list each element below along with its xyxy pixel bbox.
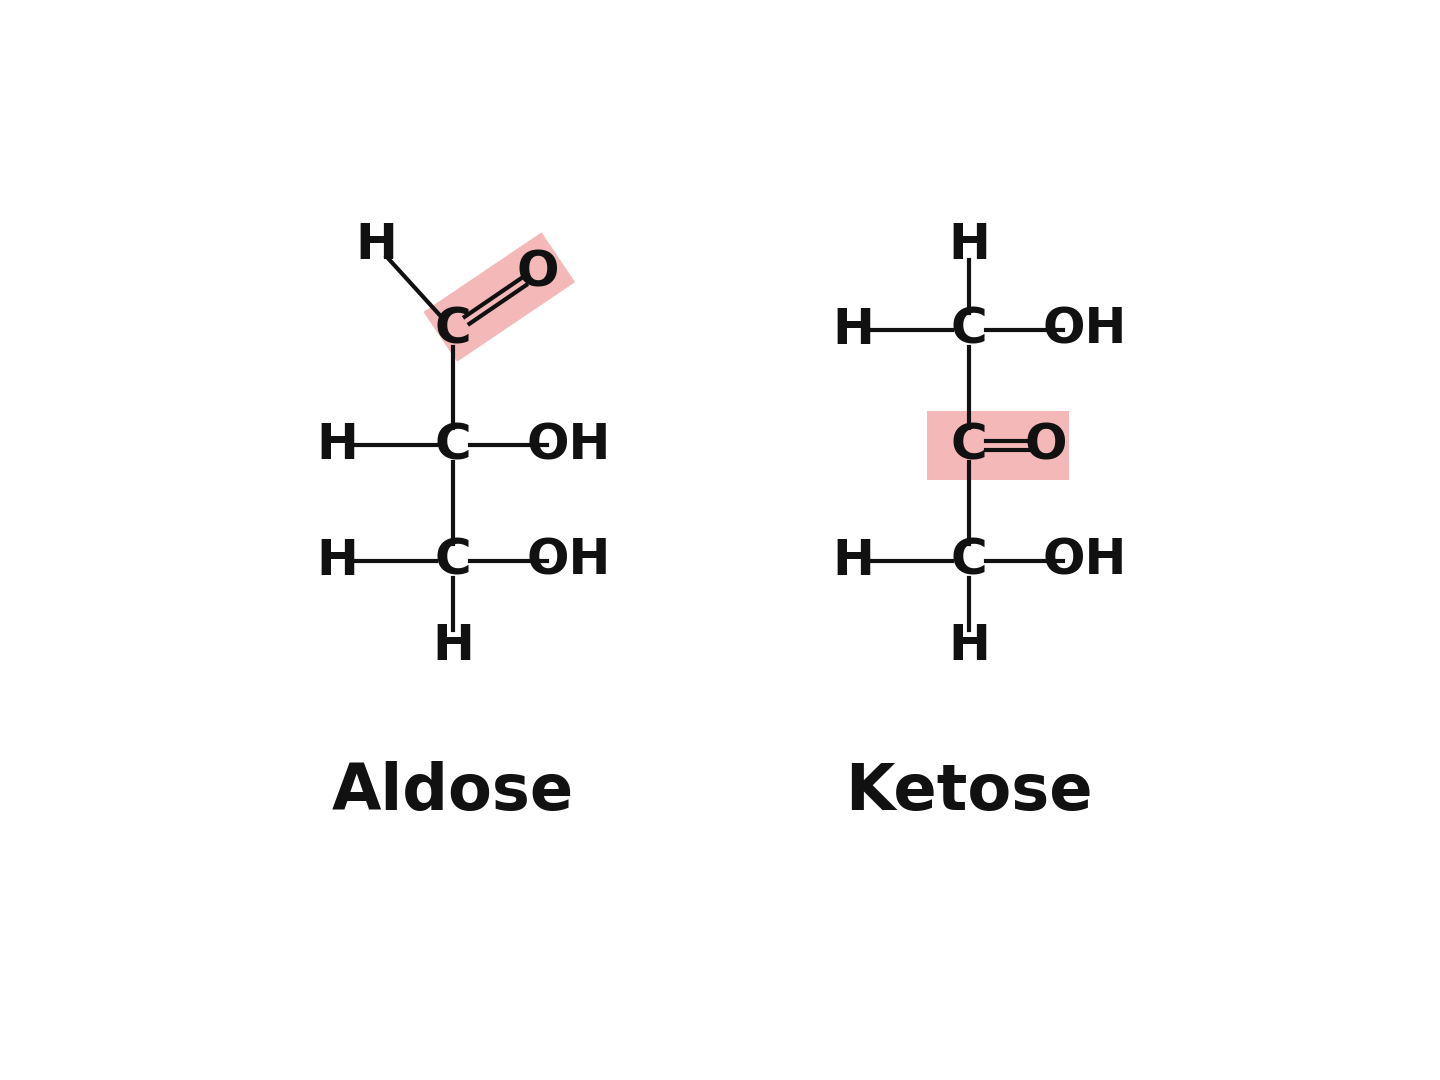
- FancyBboxPatch shape: [927, 410, 1068, 480]
- Text: OH: OH: [527, 537, 611, 584]
- Text: C: C: [950, 306, 988, 354]
- Text: H: H: [832, 306, 874, 354]
- Text: C: C: [435, 421, 471, 470]
- Text: H: H: [356, 221, 397, 269]
- Text: H: H: [832, 537, 874, 584]
- FancyBboxPatch shape: [423, 232, 575, 362]
- Text: H: H: [948, 221, 989, 269]
- Text: H: H: [432, 621, 474, 670]
- Text: C: C: [950, 537, 988, 584]
- Text: H: H: [317, 421, 359, 470]
- Text: C: C: [435, 537, 471, 584]
- Text: OH: OH: [527, 421, 611, 470]
- Text: H: H: [948, 621, 989, 670]
- Text: C: C: [435, 306, 471, 354]
- Text: O: O: [1025, 421, 1067, 470]
- Text: O: O: [517, 248, 559, 296]
- Text: Aldose: Aldose: [333, 760, 575, 823]
- Text: Ketose: Ketose: [845, 760, 1093, 823]
- Text: C: C: [950, 421, 988, 470]
- Text: H: H: [317, 537, 359, 584]
- Text: OH: OH: [1043, 537, 1126, 584]
- Text: OH: OH: [1043, 306, 1126, 354]
